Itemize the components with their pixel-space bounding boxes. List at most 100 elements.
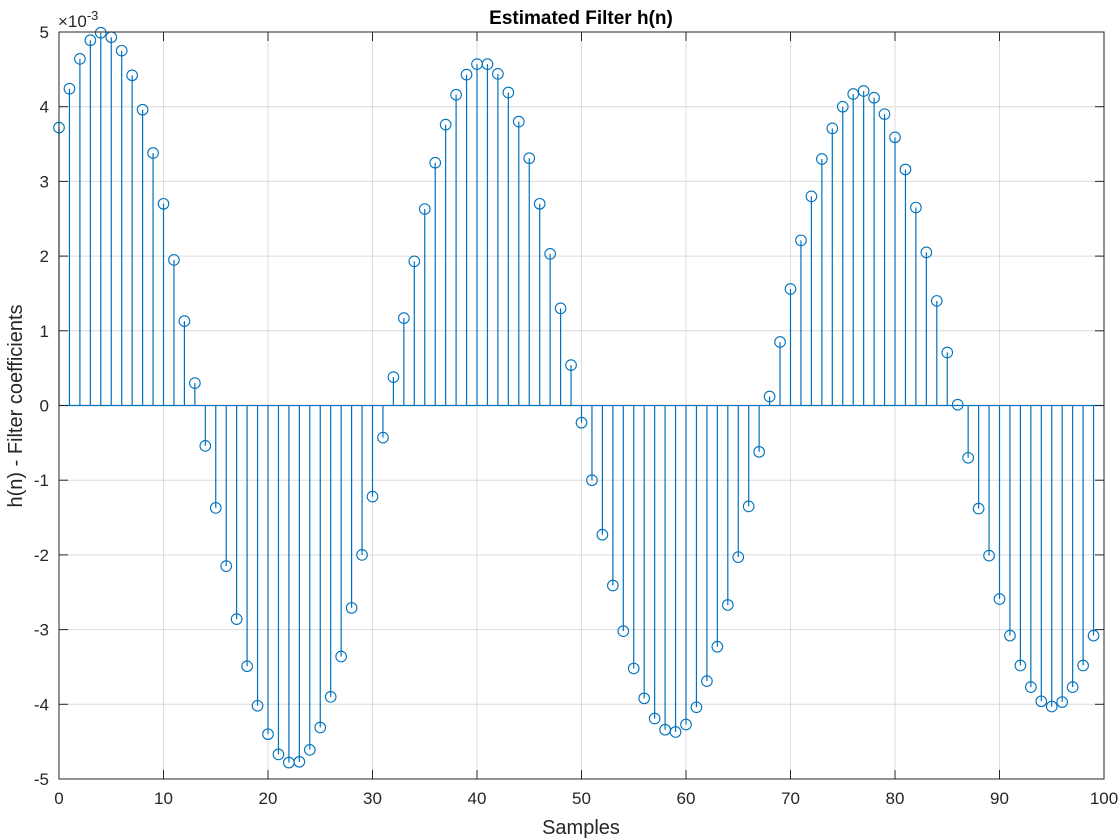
stem-marker <box>356 549 368 561</box>
stem-marker <box>1035 695 1048 708</box>
stem-marker <box>314 721 327 734</box>
stem-marker <box>763 390 776 403</box>
stem-marker <box>324 690 337 703</box>
stem-marker <box>1077 659 1089 672</box>
stem-marker <box>1014 659 1027 672</box>
x-tick-label: 60 <box>677 789 696 808</box>
tick-marks <box>58 31 1105 780</box>
stem-marker <box>565 359 577 372</box>
stem-marker <box>721 599 734 611</box>
stem-marker <box>377 431 389 444</box>
stem-marker <box>408 255 421 268</box>
stem-marker <box>293 755 306 768</box>
stem-marker <box>220 560 233 572</box>
stem-marker <box>366 490 379 503</box>
stem-marker <box>962 451 975 464</box>
stem-marker <box>951 398 964 411</box>
x-tick-label: 100 <box>1090 789 1118 808</box>
stem-marker <box>847 88 860 100</box>
stem-marker <box>899 163 912 176</box>
stem-marker <box>1056 696 1069 708</box>
stem-marker <box>398 312 410 324</box>
stem-marker <box>481 58 494 70</box>
y-tick-label: 1 <box>40 322 49 341</box>
x-tick-label: 10 <box>154 789 173 808</box>
stem-marker <box>941 346 954 359</box>
stem-marker <box>826 122 839 135</box>
stem-marker <box>199 439 212 452</box>
stem-marker <box>795 234 807 247</box>
stem-marker <box>272 748 285 761</box>
y-tick-label: 5 <box>40 23 49 42</box>
stem-marker <box>63 82 76 95</box>
stem-marker <box>335 650 348 663</box>
stem-marker <box>84 34 97 47</box>
stem-marker <box>1045 700 1058 713</box>
x-tick-label: 30 <box>363 789 382 808</box>
stem-marker <box>732 551 745 563</box>
stem-marker <box>439 118 452 131</box>
stem-marker <box>1024 681 1037 693</box>
stem-marker <box>512 115 525 128</box>
stem-marker <box>492 67 504 80</box>
stem-marker <box>387 371 400 383</box>
stem-marker <box>972 502 985 515</box>
stem-marker <box>178 315 191 327</box>
stem-marker <box>784 283 797 295</box>
stem-marker <box>230 613 243 625</box>
stem-marker <box>262 728 274 741</box>
stem-marker <box>586 474 598 487</box>
stem-marker <box>94 26 107 39</box>
x-tick-label: 20 <box>259 789 278 808</box>
stem-marker <box>1004 629 1016 642</box>
stems-group <box>58 32 1095 763</box>
stem-marker <box>680 718 692 731</box>
stem-marker <box>209 501 222 514</box>
stem-marker <box>910 201 922 214</box>
stem-marker <box>774 336 786 348</box>
stem-marker <box>544 248 557 260</box>
stem-marker <box>983 549 995 562</box>
stem-marker <box>889 131 901 144</box>
markers-group <box>53 26 1100 769</box>
x-tick-labels: 0 10 20 30 40 50 60 70 80 90 100 <box>54 789 1118 808</box>
x-tick-label: 80 <box>886 789 905 808</box>
stem-marker <box>648 712 661 725</box>
y-exponent-label: ×10-3 <box>58 8 98 31</box>
stem-marker <box>627 662 640 675</box>
stem-marker <box>74 53 86 65</box>
x-tick-label: 40 <box>468 789 487 808</box>
stem-marker <box>930 295 943 307</box>
y-axis-title: h(n) - Filter coefficients <box>5 304 27 507</box>
stem-marker <box>147 147 159 159</box>
stem-marker <box>115 44 128 57</box>
y-tick-label: 3 <box>40 172 49 191</box>
stem-marker <box>690 701 703 714</box>
x-tick-label: 70 <box>781 789 800 808</box>
stem-marker <box>502 86 515 99</box>
stem-marker <box>554 302 567 315</box>
chart-title: Estimated Filter h(n) <box>489 8 673 29</box>
stem-marker <box>878 108 891 121</box>
stem-marker <box>1087 629 1100 642</box>
stem-marker <box>920 246 933 259</box>
stem-marker <box>450 88 462 101</box>
stem-marker <box>596 528 609 541</box>
stem-marker <box>669 726 682 738</box>
stem-marker <box>617 625 630 637</box>
stem-marker <box>868 91 880 104</box>
stem-marker <box>168 253 180 266</box>
stem-marker <box>836 100 849 113</box>
x-axis-title: Samples <box>542 817 620 839</box>
y-tick-label: 0 <box>40 397 49 416</box>
stem-marker <box>606 579 619 592</box>
stem-marker <box>575 416 588 429</box>
stem-marker <box>303 744 316 756</box>
y-tick-label: -1 <box>34 471 49 490</box>
stem-marker <box>241 660 253 673</box>
y-tick-label: 2 <box>40 247 49 266</box>
x-tick-label: 90 <box>990 789 1009 808</box>
stem-marker <box>157 197 170 210</box>
stem-marker <box>857 85 870 97</box>
